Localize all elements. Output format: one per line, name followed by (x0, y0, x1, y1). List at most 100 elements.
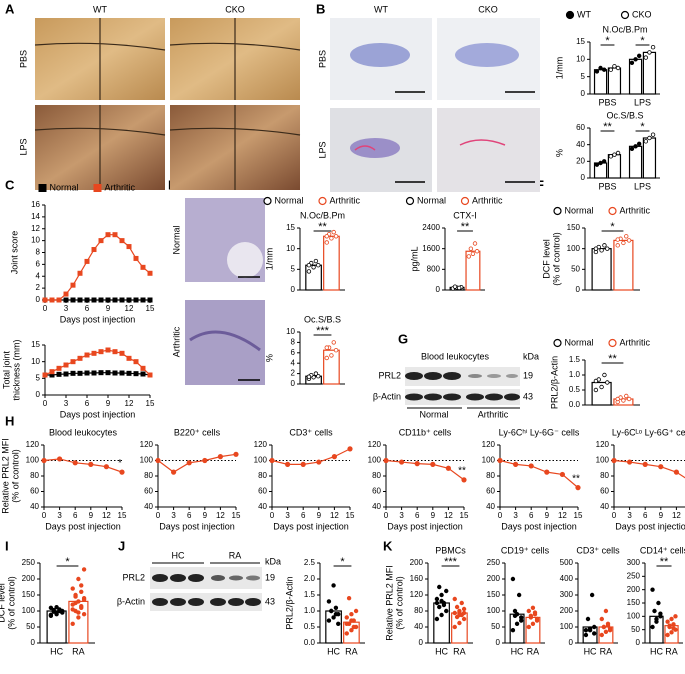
data-point (461, 606, 467, 612)
x-tick-label: 9 (431, 511, 436, 520)
legend-label: Normal (565, 205, 594, 215)
data-point (56, 297, 62, 303)
y-tick-label: 40 (600, 502, 609, 511)
data-point (133, 255, 139, 261)
x-tick-label: 0 (612, 511, 617, 520)
panel-d-images: Normal Arthritic (171, 198, 265, 385)
data-point (452, 596, 457, 602)
data-point (583, 628, 589, 633)
chart-title: CD19⁺ cells (501, 545, 550, 555)
data-point (593, 387, 599, 393)
y-tick-label: 100 (254, 456, 268, 465)
bands (152, 574, 261, 606)
y-tick-label: 120 (26, 440, 40, 449)
scale-bar (395, 91, 535, 183)
data-point (331, 583, 336, 588)
y-axis-label: % (264, 354, 274, 362)
x-tick-label: 12 (558, 511, 567, 520)
y-tick-label: 15 (576, 37, 585, 46)
data-point (56, 371, 62, 377)
data-point (593, 378, 599, 384)
data-point (608, 67, 614, 72)
legend-label: Arthritic (330, 195, 361, 205)
legend-label: Normal (565, 337, 594, 347)
data-point (133, 297, 139, 303)
data-point (528, 613, 534, 618)
data-point (601, 159, 607, 164)
data-point (147, 297, 153, 303)
panel-label: C (5, 177, 15, 192)
bar (607, 67, 622, 95)
data-point (647, 50, 652, 55)
legend-marker (620, 10, 630, 20)
y-tick-label: 0 (436, 285, 441, 294)
tissue (455, 43, 519, 67)
data-point (599, 248, 604, 253)
column-label: CKO (478, 4, 498, 14)
y-tick-label: 150 (22, 590, 36, 599)
y-tick-label: 2.5 (304, 558, 316, 567)
column-label: CKO (225, 4, 245, 14)
x-tick-label: 12 (672, 511, 681, 520)
data-point (470, 251, 476, 257)
data-point (612, 64, 617, 69)
row-label: PBS (18, 50, 28, 68)
panel-b-images: WT CKO PBS LPS (317, 4, 540, 192)
data-point (311, 265, 316, 270)
x-tick-label: 9 (106, 399, 111, 408)
chart-title: Ly-6Cʰⁱ Ly-6G⁻ cells (499, 427, 580, 437)
data-point (324, 240, 329, 245)
data-point (331, 615, 336, 620)
y-tick-label: 50 (26, 622, 35, 631)
data-point (457, 612, 462, 618)
x-axis-label: Days post injection (60, 409, 136, 419)
x-tick-label: RA (72, 646, 85, 656)
panel-label: H (5, 413, 14, 428)
data-point (459, 600, 464, 606)
x-axis-label: Days post injection (615, 521, 685, 531)
blot-strip (405, 389, 520, 405)
x-axis-label: Days post injection (159, 521, 235, 531)
y-tick-label: 10 (286, 244, 295, 253)
legend-label: Arthritic (472, 195, 503, 205)
panel-label: J (118, 538, 125, 553)
data-point (512, 613, 518, 618)
data-point (48, 605, 54, 610)
data-point (497, 457, 503, 464)
data-point (605, 380, 610, 385)
data-point (336, 621, 341, 626)
data-point (41, 457, 47, 464)
data-point (454, 604, 460, 610)
y-tick-label: 10 (31, 357, 40, 366)
y-tick-label: 60 (486, 487, 495, 496)
y-tick-label: 250 (22, 558, 36, 567)
blot-strip (150, 593, 262, 611)
blot-strip (150, 567, 262, 589)
data-point (77, 297, 83, 303)
data-point (669, 616, 674, 622)
data-point (445, 465, 451, 471)
y-tick-label: 0 (581, 173, 586, 182)
band-size: 43 (523, 391, 533, 401)
series-line (45, 234, 151, 301)
legend-marker (38, 184, 47, 192)
data-point (63, 291, 69, 297)
data-point (331, 229, 336, 235)
data-point (452, 284, 458, 289)
data-point (598, 65, 603, 71)
data-point (333, 234, 339, 239)
data-point (598, 160, 603, 166)
x-tick-label: LPS (634, 181, 651, 191)
data-point (51, 607, 56, 613)
data-point (603, 608, 609, 614)
y-tick-label: 0 (569, 638, 574, 647)
data-point (461, 477, 467, 483)
data-point (351, 624, 356, 630)
data-point (636, 141, 642, 147)
x-tick-label: 15 (346, 511, 355, 520)
data-point (324, 355, 329, 361)
data-point (112, 349, 118, 355)
y-tick-label: 14 (31, 212, 40, 221)
data-point (316, 374, 321, 379)
data-point (269, 457, 275, 464)
